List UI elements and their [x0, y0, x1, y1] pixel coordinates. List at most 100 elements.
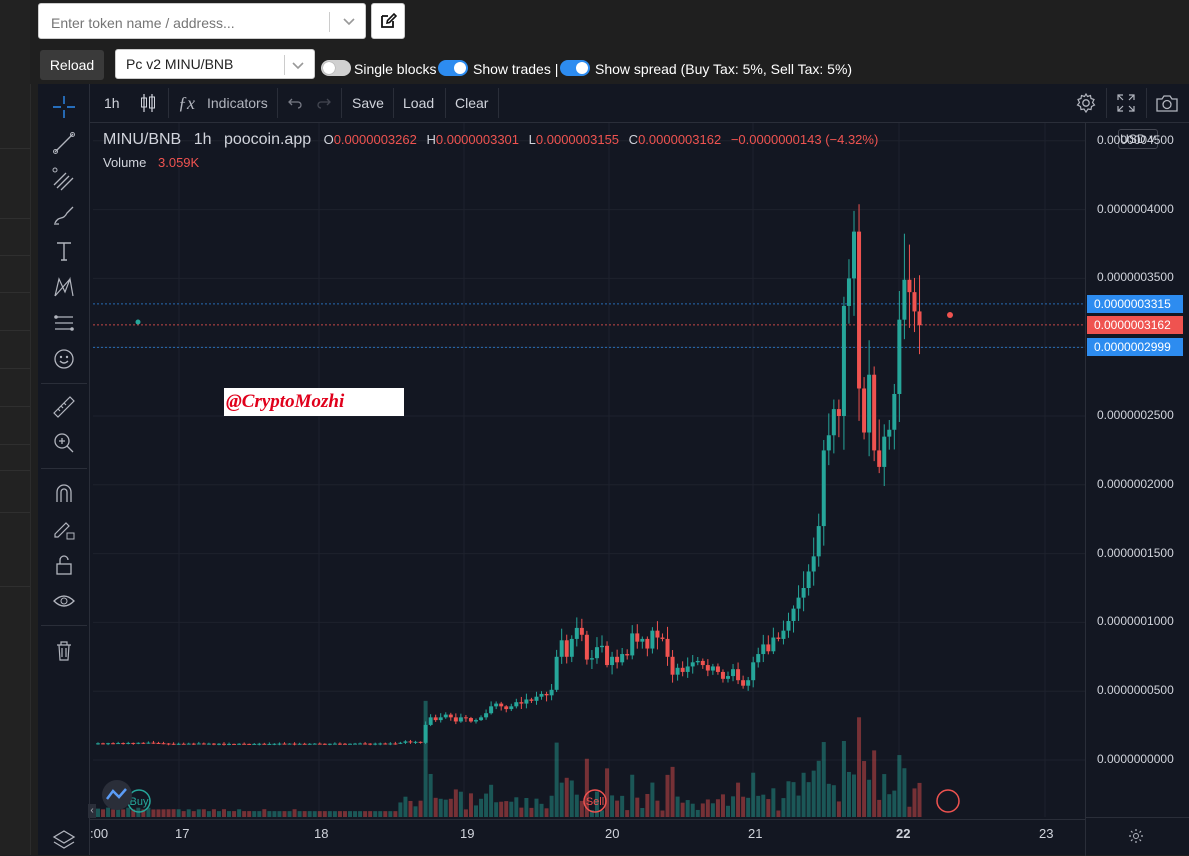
- fib-tool[interactable]: [47, 164, 81, 194]
- candle: [690, 662, 695, 667]
- candle: [499, 703, 504, 707]
- pair-select-value: Pc v2 MINU/BNB: [126, 56, 234, 72]
- eye-icon: [53, 595, 75, 607]
- show-trades-toggle[interactable]: [438, 60, 468, 76]
- watermark-box: @CryptoMozhi: [224, 388, 404, 416]
- candle: [121, 743, 126, 745]
- candle: [282, 743, 287, 745]
- volume-bar: [448, 798, 453, 817]
- legend-symbol[interactable]: MINU/BNB: [103, 131, 182, 148]
- chevron-down-icon[interactable]: [290, 57, 306, 73]
- legend-open: 0.0000003262: [333, 132, 417, 147]
- indicators-button[interactable]: ƒx Indicators: [178, 84, 268, 122]
- price-axis-label: 0.0000000000: [1097, 752, 1174, 766]
- candle: [433, 717, 438, 721]
- volume-bar: [594, 791, 599, 817]
- text-tool[interactable]: [47, 236, 81, 266]
- snapshot-button[interactable]: [1155, 84, 1179, 122]
- candle: [262, 743, 267, 745]
- candle: [342, 743, 347, 745]
- volume-bar: [710, 803, 715, 817]
- settings-button[interactable]: [1075, 84, 1097, 122]
- candle: [227, 743, 232, 745]
- save-button[interactable]: Save: [352, 95, 384, 111]
- candle: [438, 717, 443, 721]
- currency-select[interactable]: USD ˅: [1118, 129, 1158, 149]
- show-spread-toggle[interactable]: [560, 60, 590, 76]
- price-axis-label: 0.0000002500: [1097, 408, 1174, 422]
- single-blocks-toggle[interactable]: [321, 60, 351, 76]
- volume-bar: [897, 755, 902, 817]
- volume-bar: [605, 768, 610, 817]
- interval-button[interactable]: 1h: [104, 95, 120, 111]
- candle: [141, 742, 146, 744]
- candle: [867, 374, 872, 433]
- magnet-tool[interactable]: [47, 478, 81, 508]
- edit-button[interactable]: [371, 3, 405, 39]
- candle: [368, 743, 373, 745]
- volume-bar: [892, 790, 897, 817]
- search-separator: [329, 12, 330, 32]
- price-axis[interactable]: USD ˅ 0.0000004500 0.0000004000 0.00000035…: [1085, 123, 1189, 817]
- candle: [353, 743, 358, 745]
- candle: [534, 696, 539, 701]
- remove-drawings-tool[interactable]: [47, 636, 81, 666]
- undo-button[interactable]: [287, 84, 303, 122]
- trade-dot: [947, 312, 953, 318]
- token-search-box[interactable]: [38, 3, 366, 39]
- pattern-tool[interactable]: [47, 272, 81, 302]
- fullscreen-button[interactable]: [1116, 84, 1136, 122]
- lock-drawing-tool[interactable]: [47, 514, 81, 544]
- edit-icon: [381, 12, 397, 28]
- volume-bar: [363, 811, 368, 817]
- pair-select[interactable]: Pc v2 MINU/BNB: [115, 49, 315, 79]
- candle: [736, 669, 741, 681]
- volume-legend: Volume 3.059K: [103, 155, 199, 170]
- volume-bar: [388, 811, 393, 817]
- price-tag: 0.0000003315: [1087, 294, 1183, 313]
- time-axis[interactable]: ‹ :00 17 18 19 20 21 22 23: [88, 804, 1085, 856]
- load-button[interactable]: Load: [403, 95, 435, 111]
- lock-all-tool[interactable]: [47, 550, 81, 580]
- prediction-tool[interactable]: [47, 308, 81, 338]
- sell-marker: Sell: [586, 796, 604, 808]
- price-axis-label: 0.0000003500: [1097, 270, 1174, 285]
- scroll-left-arrow[interactable]: ‹: [88, 804, 96, 818]
- candle: [479, 717, 484, 721]
- candle: [363, 743, 368, 745]
- candle: [650, 630, 655, 649]
- legend-high-label: H: [426, 132, 436, 147]
- token-search-input[interactable]: [49, 12, 323, 34]
- fib-icon: [52, 167, 74, 191]
- gear-icon[interactable]: [1128, 828, 1144, 844]
- volume-bar: [96, 808, 100, 817]
- volume-bar: [882, 774, 887, 817]
- measure-tool[interactable]: [47, 392, 81, 422]
- chart-type-button[interactable]: [138, 84, 158, 122]
- time-axis-label: 19: [460, 826, 475, 841]
- volume-bar: [438, 798, 443, 817]
- volume-bar: [423, 700, 428, 817]
- trend-line-tool[interactable]: [47, 128, 81, 158]
- volume-bar: [342, 811, 347, 817]
- candle: [237, 743, 242, 745]
- volume-bar: [831, 785, 836, 817]
- volume-bar: [242, 811, 247, 817]
- candle: [196, 743, 201, 745]
- chevron-down-icon[interactable]: [341, 13, 357, 29]
- emoji-tool[interactable]: [47, 344, 81, 374]
- price-chart-canvas[interactable]: Buy Sell: [93, 123, 1085, 817]
- volume-bar: [479, 798, 484, 817]
- volume-bar: [398, 802, 403, 817]
- reload-button[interactable]: Reload: [40, 50, 104, 80]
- clear-button[interactable]: Clear: [455, 95, 489, 111]
- zoom-tool[interactable]: [47, 428, 81, 458]
- candle: [751, 662, 756, 681]
- brush-tool[interactable]: [47, 200, 81, 230]
- volume-bar: [705, 799, 710, 817]
- redo-button[interactable]: [316, 84, 332, 122]
- crosshair-tool[interactable]: [47, 92, 81, 122]
- hide-drawings-tool[interactable]: [47, 586, 81, 616]
- candle: [297, 743, 302, 745]
- object-tree-tool[interactable]: [47, 826, 81, 854]
